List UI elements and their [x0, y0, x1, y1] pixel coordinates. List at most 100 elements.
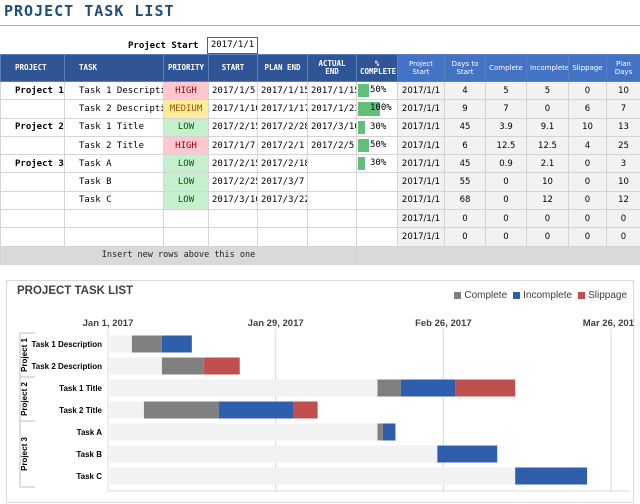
legend-item-complete[interactable]: Complete: [454, 290, 507, 301]
cell-project[interactable]: [1, 191, 65, 209]
cell-plan-days[interactable]: 7: [607, 100, 640, 118]
cell-actual-end[interactable]: [308, 191, 357, 209]
cell-actual-end[interactable]: 2017/3/10: [308, 118, 357, 136]
cell-pct-complete[interactable]: 100%: [357, 100, 398, 118]
cell-incomplete[interactable]: 0: [527, 210, 569, 228]
cell-task[interactable]: Task 2 Title: [65, 136, 164, 154]
cell-incomplete[interactable]: 0: [527, 100, 569, 118]
col-header-start[interactable]: START: [209, 55, 258, 82]
cell-actual-end[interactable]: [308, 210, 357, 228]
cell-complete[interactable]: 0: [486, 173, 527, 191]
cell-slippage[interactable]: 0: [569, 173, 607, 191]
col-header-complete[interactable]: Complete: [486, 55, 527, 82]
cell-priority[interactable]: LOW: [164, 173, 209, 191]
cell-priority[interactable]: LOW: [164, 191, 209, 209]
cell-complete[interactable]: 0.9: [486, 155, 527, 173]
col-header-project-start[interactable]: Project Start: [398, 55, 445, 82]
cell-complete[interactable]: 0: [486, 228, 527, 246]
insert-rows-note-fill[interactable]: [357, 246, 640, 264]
cell-slippage[interactable]: 0: [569, 228, 607, 246]
cell-project-start[interactable]: 2017/1/1: [398, 100, 445, 118]
cell-incomplete[interactable]: 2.1: [527, 155, 569, 173]
cell-start[interactable]: [209, 210, 258, 228]
cell-priority[interactable]: HIGH: [164, 136, 209, 154]
cell-plan-days[interactable]: 0: [607, 210, 640, 228]
cell-project-start[interactable]: 2017/1/1: [398, 82, 445, 100]
col-header-days-to-start[interactable]: Days to Start: [445, 55, 486, 82]
cell-task[interactable]: [65, 210, 164, 228]
legend-item-incomplete[interactable]: Incomplete: [513, 290, 572, 301]
cell-pct-complete[interactable]: [357, 210, 398, 228]
cell-task[interactable]: Task A: [65, 155, 164, 173]
cell-plan-end[interactable]: 2017/1/17: [258, 100, 308, 118]
cell-priority[interactable]: HIGH: [164, 82, 209, 100]
cell-days-to-start[interactable]: 9: [445, 100, 486, 118]
cell-plan-days[interactable]: 13: [607, 118, 640, 136]
col-header-pct-complete[interactable]: % COMPLETE: [357, 55, 398, 82]
cell-priority[interactable]: MEDIUM: [164, 100, 209, 118]
cell-plan-end[interactable]: [258, 228, 308, 246]
cell-complete[interactable]: 3.9: [486, 118, 527, 136]
col-header-plan-end[interactable]: PLAN END: [258, 55, 308, 82]
cell-plan-days[interactable]: 25: [607, 136, 640, 154]
cell-task[interactable]: Task 1 Title: [65, 118, 164, 136]
cell-project[interactable]: [1, 228, 65, 246]
cell-project[interactable]: [1, 136, 65, 154]
cell-plan-end[interactable]: 2017/2/18: [258, 155, 308, 173]
cell-plan-end[interactable]: 2017/2/1: [258, 136, 308, 154]
col-header-slippage[interactable]: Slippage: [569, 55, 607, 82]
cell-actual-end[interactable]: 2017/1/15: [308, 82, 357, 100]
cell-complete[interactable]: 12.5: [486, 136, 527, 154]
cell-project-start[interactable]: 2017/1/1: [398, 118, 445, 136]
cell-start[interactable]: [209, 228, 258, 246]
legend-item-slippage[interactable]: Slippage: [578, 290, 627, 301]
cell-project[interactable]: Project 1: [1, 82, 65, 100]
cell-start[interactable]: 2017/3/10: [209, 191, 258, 209]
cell-priority[interactable]: LOW: [164, 155, 209, 173]
cell-task[interactable]: Task 2 Description: [65, 100, 164, 118]
cell-complete[interactable]: 0: [486, 210, 527, 228]
cell-incomplete[interactable]: 10: [527, 173, 569, 191]
col-header-project[interactable]: PROJECT: [1, 55, 65, 82]
cell-pct-complete[interactable]: [357, 173, 398, 191]
cell-project[interactable]: [1, 173, 65, 191]
cell-days-to-start[interactable]: 55: [445, 173, 486, 191]
cell-days-to-start[interactable]: 0: [445, 228, 486, 246]
cell-project[interactable]: [1, 210, 65, 228]
cell-project-start[interactable]: 2017/1/1: [398, 136, 445, 154]
cell-slippage[interactable]: 10: [569, 118, 607, 136]
cell-project[interactable]: Project 2: [1, 118, 65, 136]
cell-incomplete[interactable]: 12: [527, 191, 569, 209]
cell-actual-end[interactable]: 2017/1/23: [308, 100, 357, 118]
cell-actual-end[interactable]: 2017/2/5: [308, 136, 357, 154]
cell-project-start[interactable]: 2017/1/1: [398, 191, 445, 209]
cell-plan-end[interactable]: 2017/3/22: [258, 191, 308, 209]
cell-days-to-start[interactable]: 6: [445, 136, 486, 154]
cell-pct-complete[interactable]: 50%: [357, 82, 398, 100]
cell-actual-end[interactable]: [308, 173, 357, 191]
cell-plan-days[interactable]: 0: [607, 228, 640, 246]
cell-plan-days[interactable]: 12: [607, 191, 640, 209]
cell-days-to-start[interactable]: 0: [445, 210, 486, 228]
cell-start[interactable]: 2017/2/15: [209, 155, 258, 173]
cell-days-to-start[interactable]: 45: [445, 118, 486, 136]
cell-incomplete[interactable]: 12.5: [527, 136, 569, 154]
cell-slippage[interactable]: 0: [569, 191, 607, 209]
cell-actual-end[interactable]: [308, 155, 357, 173]
cell-project[interactable]: [1, 100, 65, 118]
cell-start[interactable]: 2017/1/5: [209, 82, 258, 100]
cell-complete[interactable]: 0: [486, 191, 527, 209]
cell-project-start[interactable]: 2017/1/1: [398, 210, 445, 228]
cell-pct-complete[interactable]: [357, 191, 398, 209]
cell-start[interactable]: 2017/2/15: [209, 118, 258, 136]
cell-plan-days[interactable]: 3: [607, 155, 640, 173]
cell-days-to-start[interactable]: 68: [445, 191, 486, 209]
cell-days-to-start[interactable]: 45: [445, 155, 486, 173]
cell-incomplete[interactable]: 9.1: [527, 118, 569, 136]
cell-plan-days[interactable]: 10: [607, 82, 640, 100]
cell-plan-end[interactable]: 2017/1/15: [258, 82, 308, 100]
cell-complete[interactable]: 5: [486, 82, 527, 100]
col-header-priority[interactable]: PRIORITY: [164, 55, 209, 82]
cell-priority[interactable]: LOW: [164, 118, 209, 136]
